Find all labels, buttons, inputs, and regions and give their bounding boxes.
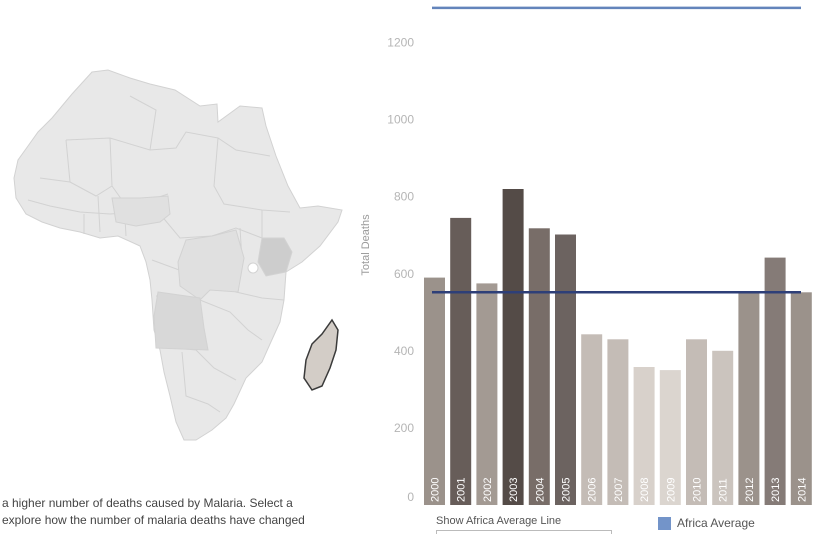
y-tick-label: 400	[394, 344, 414, 358]
toggle-control[interactable]	[436, 530, 612, 534]
bar-2012[interactable]	[738, 292, 760, 505]
x-tick-label: 2001	[456, 478, 468, 502]
x-tick-label: 2011	[718, 478, 730, 502]
bar-2003[interactable]	[502, 189, 524, 505]
bar-2000[interactable]	[424, 277, 445, 505]
lake-victoria	[247, 262, 259, 274]
reference-lines	[432, 6, 801, 294]
description-text: a higher number of deaths caused by Mala…	[2, 495, 358, 529]
y-tick-label: 200	[394, 421, 414, 435]
bar-2005[interactable]	[555, 234, 576, 506]
bar-2009[interactable]	[659, 370, 681, 505]
bar-2001[interactable]	[450, 217, 472, 505]
y-tick-label: 1000	[387, 113, 414, 127]
bar-2011[interactable]	[712, 350, 734, 505]
africa-landmass[interactable]	[13, 69, 343, 441]
bar-2007[interactable]	[607, 339, 629, 505]
legend-swatch	[658, 516, 671, 530]
x-tick-label: 2009	[665, 478, 677, 502]
x-tick-label: 2007	[613, 478, 625, 502]
x-tick-label: 2014	[796, 478, 808, 502]
description-line-2: explore how the number of malaria deaths…	[2, 513, 305, 527]
y-tick-label: 0	[407, 490, 414, 504]
x-tick-label: 2010	[692, 478, 704, 502]
x-tick-label: 2008	[639, 478, 651, 502]
description-line-1: a higher number of deaths caused by Mala…	[2, 496, 293, 510]
y-axis-title: Total Deaths	[360, 214, 372, 276]
africa-map-panel	[0, 0, 360, 480]
x-tick-label: 2004	[534, 478, 546, 502]
bar-2014[interactable]	[790, 292, 812, 505]
bar-2002[interactable]	[476, 283, 498, 505]
x-tick-label: 2005	[561, 478, 573, 502]
x-tick-label: 2006	[587, 478, 599, 502]
x-tick-label: 2000	[430, 478, 442, 502]
country-nigeria[interactable]	[111, 195, 171, 227]
bar-2013[interactable]	[764, 257, 786, 505]
legend: Africa Average	[658, 516, 755, 530]
bar-2006[interactable]	[581, 334, 603, 505]
y-tick-label: 600	[394, 267, 414, 281]
country-kenya[interactable]	[257, 237, 293, 277]
x-tick-label: 2002	[482, 478, 494, 502]
country-madagascar[interactable]	[303, 318, 339, 391]
y-tick-label: 800	[394, 190, 414, 204]
y-axis-ticks: 0 200 400 600 800 1000 1200	[387, 36, 414, 504]
legend-label: Africa Average	[677, 516, 755, 530]
x-tick-label: 2013	[770, 478, 782, 502]
x-tick-label: 2012	[744, 478, 756, 502]
africa-map	[13, 69, 343, 441]
x-tick-label: 2003	[508, 478, 520, 502]
country-drc[interactable]	[177, 229, 245, 301]
bar-2010[interactable]	[686, 339, 707, 505]
country-angola[interactable]	[153, 291, 209, 351]
bar-2004[interactable]	[528, 228, 550, 506]
y-tick-label: 1200	[387, 36, 414, 50]
show-average-toggle[interactable]: Show Africa Average Line	[436, 515, 562, 527]
bar-2008[interactable]	[633, 367, 655, 505]
bars-group: 2000 2001 2002 2003 2004 2005 2006 2007 2008 2009…	[424, 189, 812, 506]
